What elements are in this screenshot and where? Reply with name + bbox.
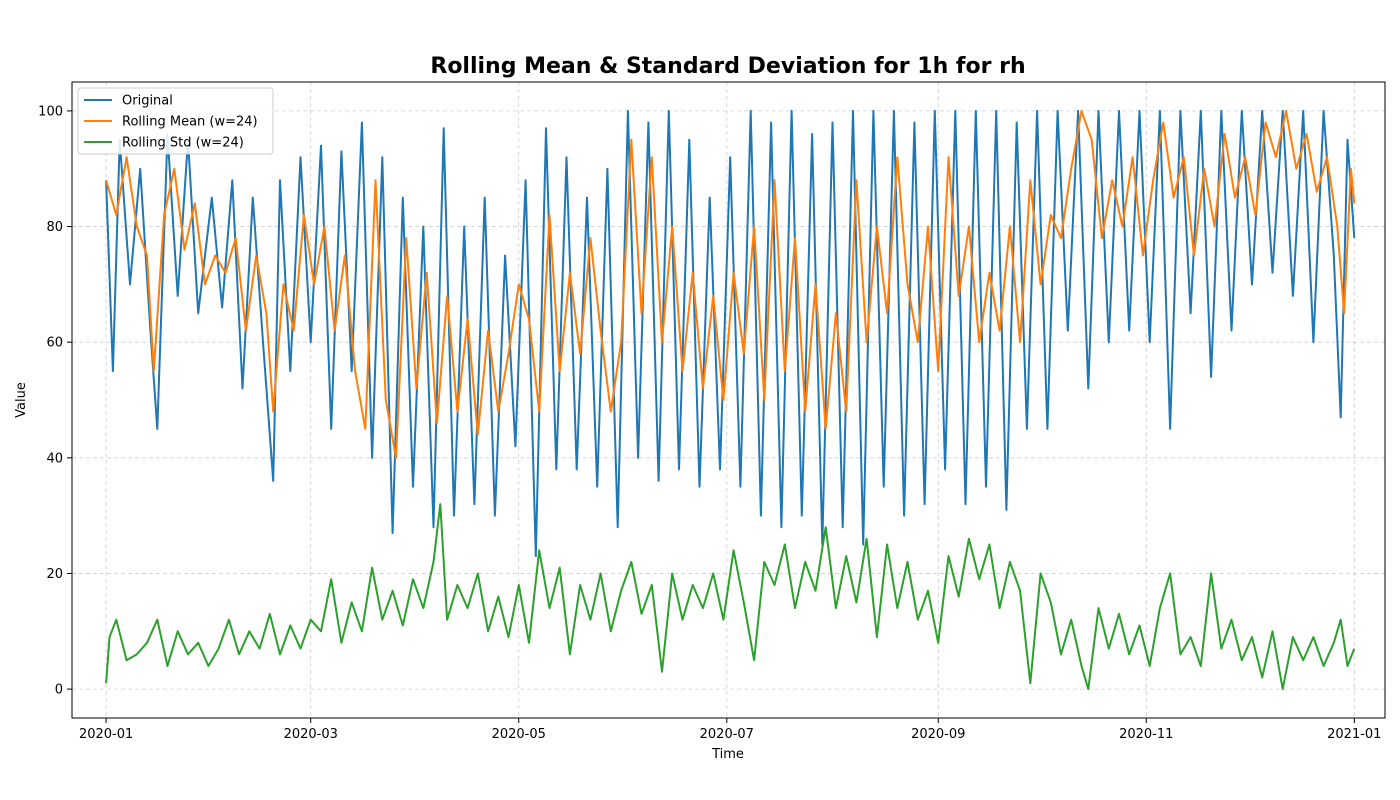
x-tick-label: 2020-03 bbox=[284, 727, 338, 742]
y-axis-label: Value bbox=[14, 382, 29, 418]
legend-label: Original bbox=[122, 94, 173, 109]
chart-title: Rolling Mean & Standard Deviation for 1h… bbox=[430, 54, 1025, 79]
series-lines bbox=[105, 109, 1356, 691]
x-axis-ticks: 2020-01 2020-03 2020-05 2020-07 2020-09 2020-… bbox=[79, 718, 1381, 742]
plot-frame bbox=[71, 81, 1386, 719]
y-tick-label: 0 bbox=[55, 683, 63, 698]
y-axis-ticks: 0 20 40 60 80 100 bbox=[38, 104, 72, 698]
legend: Original Rolling Mean (w=24) Rolling Std (… bbox=[77, 87, 274, 155]
legend-label: Rolling Mean (w=24) bbox=[122, 115, 258, 130]
x-axis-label: Time bbox=[711, 747, 744, 762]
series-line-2 bbox=[105, 503, 1356, 691]
y-tick-label: 60 bbox=[46, 336, 63, 351]
y-tick-label: 40 bbox=[46, 451, 63, 466]
y-tick-label: 100 bbox=[38, 104, 63, 119]
x-tick-label: 2020-11 bbox=[1119, 727, 1173, 742]
x-tick-label: 2020-07 bbox=[700, 727, 754, 742]
x-tick-label: 2020-01 bbox=[79, 727, 133, 742]
x-tick-label: 2020-05 bbox=[492, 727, 546, 742]
y-tick-label: 80 bbox=[46, 220, 63, 235]
y-tick-label: 20 bbox=[46, 567, 63, 582]
series-line-1 bbox=[105, 109, 1356, 459]
x-tick-label: 2020-09 bbox=[911, 727, 965, 742]
grid bbox=[72, 82, 1385, 718]
series-line-0 bbox=[105, 109, 1356, 558]
legend-label: Rolling Std (w=24) bbox=[122, 136, 244, 151]
legend-box bbox=[77, 87, 274, 155]
x-tick-label: 2021-01 bbox=[1327, 727, 1381, 742]
